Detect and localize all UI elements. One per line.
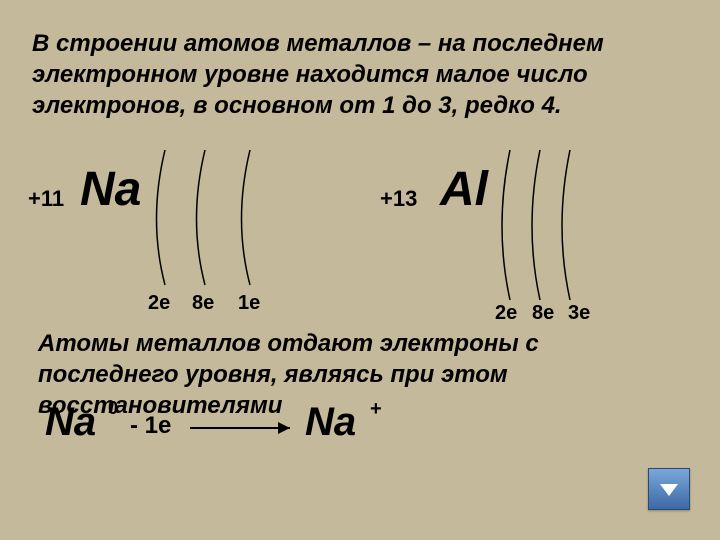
equation-na-left: Na [45,400,96,445]
na-symbol: Na [80,162,141,217]
al-shell-1: 2е [495,302,517,325]
na-shell-3: 1е [238,292,260,315]
na-shell-arcs [150,150,280,290]
chevron-down-icon [658,478,680,500]
equation-minus-electron: - 1е [130,412,171,440]
na-charge: +11 [28,186,64,212]
equation-superscript-zero: 0 [108,398,118,419]
al-charge: +13 [380,186,417,212]
al-symbol: Al [440,162,488,217]
equation-arrow-icon [190,418,300,438]
na-shell-1: 2е [148,292,170,315]
intro-paragraph: В строении атомов металлов – на последне… [32,28,682,122]
al-shell-3: 3е [568,302,590,325]
al-shell-2: 8е [532,302,554,325]
na-shell-2: 8е [192,292,214,315]
equation-superscript-plus: + [370,398,382,421]
equation-na-right: Na [305,400,356,445]
next-slide-button[interactable] [648,468,690,510]
al-shell-arcs [492,150,602,305]
second-paragraph: Атомы металлов отдают электроны с послед… [38,328,678,422]
